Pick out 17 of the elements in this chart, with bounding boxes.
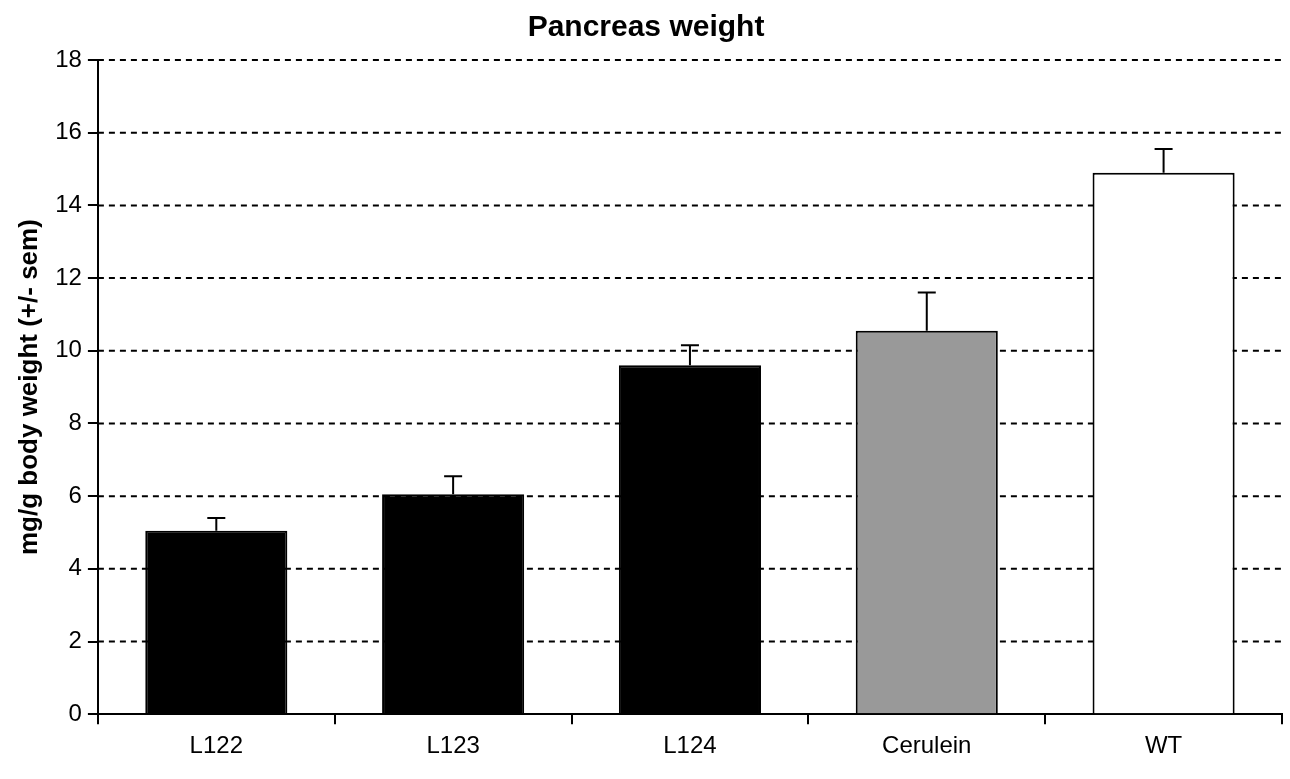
x-tick-label: Cerulein [882,731,972,759]
y-tick-label: 18 [55,44,82,72]
y-tick-label: 8 [68,408,82,436]
chart-title: Pancreas weight [527,9,765,43]
y-tick-label: 10 [55,335,82,363]
y-tick-label: 12 [55,262,82,290]
y-tick-label: 0 [68,698,82,726]
x-tick-label: L122 [189,731,243,759]
y-tick-label: 14 [55,190,82,217]
y-tick-label: 2 [68,626,82,654]
y-tick-label: 16 [55,117,82,145]
x-tick-label: WT [1144,731,1183,759]
y-tick-label: 4 [68,553,82,581]
x-tick-label: L124 [663,731,717,759]
y-axis-title: mg/g body weight (+/- sem) [12,219,43,556]
y-tick-label: 6 [68,480,82,508]
x-tick-label: L123 [426,731,480,759]
